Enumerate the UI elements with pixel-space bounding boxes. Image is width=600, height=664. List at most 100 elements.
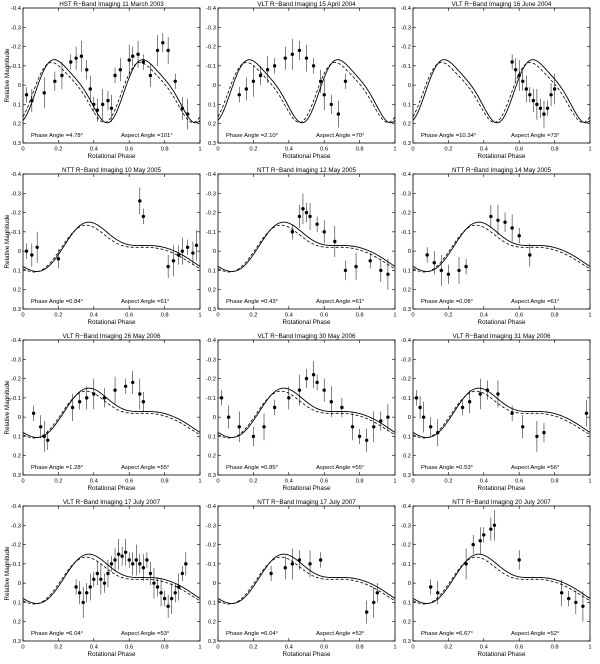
data-point (127, 558, 131, 562)
y-tick-label: -0.3 (401, 191, 411, 197)
data-point (283, 566, 287, 570)
data-point (471, 542, 475, 547)
y-tick-label: 0 (408, 249, 411, 255)
x-axis-label: Rotational Phase (478, 153, 526, 160)
y-tick-label: -0.4 (11, 172, 22, 178)
x-tick-label: 0.4 (285, 645, 294, 651)
y-axis-label: Relative Magnitude (4, 48, 11, 102)
x-tick-label: 0.4 (480, 479, 489, 485)
data-point (269, 571, 273, 576)
panel-2: VLT R−Band Imaging 15 April 2004 0 0.2 0.4 0… (206, 1, 397, 160)
data-point (251, 434, 256, 439)
data-point (372, 600, 376, 605)
x-tick-label: 0.6 (515, 645, 523, 651)
x-tick-label: 0.4 (480, 645, 489, 651)
model-curve-dashed (412, 390, 591, 439)
y-tick-label: 0.3 (13, 141, 21, 147)
data-point (141, 566, 146, 570)
data-point (436, 430, 440, 435)
panel-title: VLT R−Band Imaging 31 May 2006 (453, 333, 551, 340)
y-tick-label: 0.2 (403, 454, 411, 460)
x-tick-label: 0.4 (480, 313, 489, 319)
data-point (375, 591, 379, 595)
x-tick-label: 0 (411, 645, 414, 651)
data-point (436, 591, 440, 595)
data-point (535, 102, 539, 107)
y-tick-label: 0.2 (13, 122, 21, 128)
x-tick-label: 0 (411, 147, 414, 153)
data-point (102, 581, 107, 585)
x-tick-label: 0.4 (285, 479, 294, 485)
y-tick-label: 0 (18, 581, 21, 587)
data-point (290, 52, 295, 56)
y-tick-label: 0.3 (403, 473, 411, 479)
y-tick-label: -0.2 (401, 211, 411, 217)
panel-title: VLT R−Band Imaging 15 April 2004 (257, 1, 356, 8)
data-point (510, 60, 514, 64)
y-tick-label: 0.3 (403, 639, 411, 645)
model-curve-dashed (412, 556, 591, 605)
y-tick-label: 0.2 (208, 620, 216, 626)
data-point (464, 562, 468, 566)
data-point (429, 425, 433, 429)
phase-angle-label: Phase Angle =0.85° (226, 465, 278, 471)
plot-frame (412, 339, 591, 476)
y-tick-label: 0.1 (208, 434, 216, 440)
y-tick-label: -0.3 (11, 25, 21, 31)
data-point (173, 79, 177, 83)
y-tick-label: 0.2 (208, 122, 216, 128)
y-tick-label: 0.1 (13, 102, 21, 108)
x-tick-label: 0.8 (551, 313, 559, 319)
model-curve-dashed (22, 62, 201, 123)
phase-angle-label: Phase Angle =6.04° (31, 631, 83, 637)
model-curve-solid (412, 59, 591, 124)
model-curve-solid (217, 59, 396, 124)
x-tick-label: 0.6 (515, 147, 523, 153)
y-tick-label: 0.1 (403, 434, 411, 440)
data-point (297, 48, 302, 53)
data-point (106, 98, 110, 103)
phase-angle-label: Phase Angle =10.34° (421, 133, 476, 139)
data-point (379, 419, 383, 423)
x-tick-label: 0 (411, 313, 414, 319)
data-point (69, 60, 73, 64)
x-tick-label: 0.2 (54, 313, 62, 319)
data-point (166, 48, 170, 53)
y-tick-label: -0.4 (206, 338, 217, 344)
y-tick-label: -0.4 (206, 504, 217, 510)
y-axis-label: Relative Magnitude (4, 214, 11, 268)
data-point (123, 384, 128, 388)
y-tick-label: -0.1 (206, 230, 216, 236)
data-point (118, 68, 123, 72)
data-point (304, 56, 309, 60)
model-curve-dashed (22, 390, 201, 439)
panel-7: VLT R−Band Imaging 26 May 2006 0 0.2 0.4 0.6… (4, 333, 202, 492)
data-point (322, 388, 326, 392)
plot-frame (217, 505, 396, 642)
model-curve-solid (22, 387, 201, 438)
data-point (131, 380, 135, 385)
x-tick-label: 1 (588, 313, 591, 319)
x-tick-label: 0.8 (161, 147, 169, 153)
y-tick-label: -0.1 (206, 562, 216, 568)
x-axis-label: Rotational Phase (283, 319, 331, 326)
y-tick-label: -0.1 (401, 562, 411, 568)
data-point (102, 396, 107, 400)
data-point (85, 68, 89, 72)
y-tick-label: 0.1 (208, 600, 216, 606)
data-point (166, 604, 170, 608)
data-point (237, 93, 241, 97)
data-point (290, 230, 295, 234)
data-point (496, 218, 500, 222)
data-point (542, 112, 546, 116)
model-curve-solid (217, 553, 396, 604)
y-tick-label: -0.2 (11, 543, 21, 549)
data-point (100, 102, 105, 107)
data-point (350, 425, 355, 429)
x-axis-label: Rotational Phase (88, 319, 136, 326)
data-point (180, 571, 184, 576)
y-tick-label: 0.1 (13, 600, 21, 606)
data-point (177, 253, 181, 257)
y-tick-label: -0.4 (401, 338, 412, 344)
